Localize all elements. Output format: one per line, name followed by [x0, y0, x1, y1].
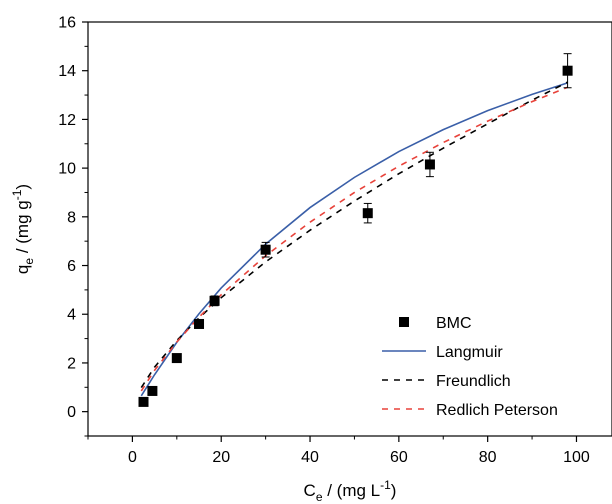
y-tick-label: 4 [67, 307, 76, 324]
axis-ticks: 0 20 40 60 80 100 0 2 4 6 8 10 12 14 16 [58, 15, 590, 467]
legend-label-langmuir: Langmuir [436, 344, 503, 361]
x-axis-title-sup: -1 [380, 478, 391, 492]
y-axis-title-main: q [13, 265, 32, 274]
y-tick-label: 12 [58, 112, 76, 129]
series-line-langmuir [140, 82, 568, 397]
x-axis-title-rest: / (mg L [323, 481, 381, 500]
data-point [209, 295, 220, 306]
series-line-redlich-peterson [140, 86, 568, 392]
plot-area [87, 21, 612, 437]
y-tick-label: 2 [67, 355, 76, 372]
y-tick-label: 14 [58, 63, 76, 80]
x-tick-label: 100 [563, 449, 590, 466]
y-axis-title-rest: / (mg g [13, 200, 32, 258]
x-tick-label: 20 [212, 449, 230, 466]
y-tick-label: 0 [67, 404, 76, 421]
x-axis-title-end: ) [391, 481, 397, 500]
data-point [260, 244, 271, 255]
y-axis-title: qe / (mg g-1) [10, 184, 36, 274]
legend-label-freundlich: Freundlich [436, 373, 511, 390]
series-line-freundlich [140, 81, 568, 388]
y-tick-label: 8 [67, 209, 76, 226]
plot-frame [87, 21, 612, 437]
y-axis-title-end: ) [13, 184, 32, 190]
x-axis-title-main: C [304, 481, 316, 500]
data-point [562, 65, 573, 76]
data-point [147, 385, 158, 396]
legend-label-redlich-peterson: Redlich Peterson [436, 402, 558, 419]
x-tick-label: 0 [128, 449, 137, 466]
y-axis-title-sup: -1 [10, 189, 24, 200]
x-tick-label: 60 [390, 449, 408, 466]
data-point [138, 396, 149, 407]
x-axis-title-sub: e [316, 490, 323, 504]
legend-label-bmc: BMC [436, 315, 472, 332]
data-point [171, 353, 182, 364]
legend: BMC Langmuir Freundlich Redlich Peterson [382, 315, 558, 419]
x-tick-label: 80 [479, 449, 497, 466]
data-point [194, 318, 205, 329]
y-axis-title-sub: e [22, 258, 36, 265]
y-tick-label: 6 [67, 258, 76, 275]
data-point [362, 208, 373, 219]
y-tick-label: 10 [58, 161, 76, 178]
data-point [424, 159, 435, 170]
x-axis-title: Ce / (mg L-1) [304, 478, 397, 504]
x-tick-label: 40 [301, 449, 319, 466]
series-layer [138, 53, 573, 407]
y-tick-label: 16 [58, 15, 76, 32]
legend-marker-bmc [399, 317, 409, 327]
